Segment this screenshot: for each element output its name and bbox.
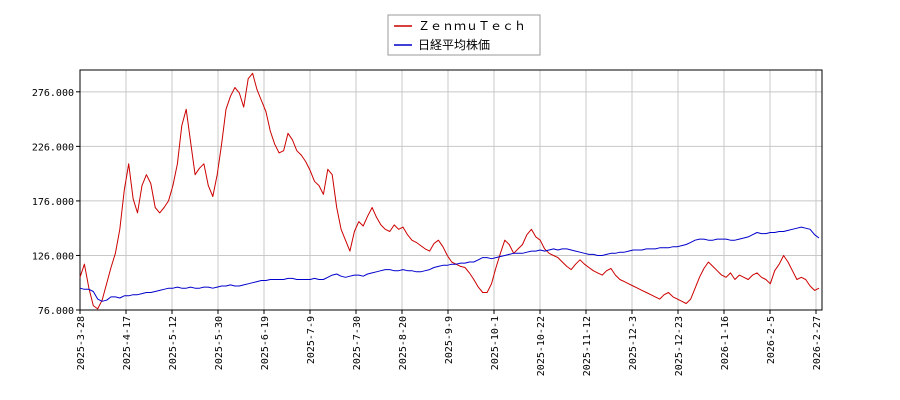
y-tick-label: 76.000 bbox=[38, 306, 74, 317]
y-axis-ticks: 76.000 126.000 176.000 226.000 276.000 bbox=[32, 88, 80, 317]
x-tick-label: 2025-5-12 bbox=[168, 316, 179, 370]
x-tick-label: 2025-12-23 bbox=[674, 316, 685, 376]
x-tick-label: 2025-11-12 bbox=[582, 316, 593, 376]
y-tick-label: 226.000 bbox=[32, 142, 74, 153]
x-tick-label: 2025-9-9 bbox=[444, 316, 455, 364]
x-tick-label: 2025-3-28 bbox=[76, 316, 87, 370]
series-line-zenmutech bbox=[79, 72, 820, 310]
legend-box bbox=[387, 14, 541, 56]
x-tick-label: 2025-4-17 bbox=[122, 316, 133, 370]
plot-area-frame bbox=[79, 69, 823, 311]
y-tick-label: 176.000 bbox=[32, 197, 74, 208]
x-tick-label: 2025-8-20 bbox=[398, 316, 409, 370]
x-tick-label: 2025-12-3 bbox=[628, 316, 639, 370]
y-tick-label: 276.000 bbox=[32, 88, 74, 99]
grid-lines bbox=[79, 70, 822, 311]
legend-label-zenmutech: ＺｅｎｍｕＴｅｃｈ bbox=[418, 19, 526, 33]
legend-label-nikkei: 日経平均株価 bbox=[418, 37, 490, 52]
x-tick-label: 2025-6-19 bbox=[260, 316, 271, 370]
x-tick-label: 2025-5-30 bbox=[214, 316, 225, 370]
series-layer bbox=[79, 72, 820, 310]
x-axis-ticks: 2025-3-28 2025-4-17 2025-5-12 2025-5-30 2025… bbox=[76, 310, 823, 376]
x-tick-label: 2026-2-5 bbox=[766, 316, 777, 364]
x-tick-label: 2025-7-30 bbox=[352, 316, 363, 370]
x-tick-label: 2026-1-16 bbox=[720, 316, 731, 370]
series-line-nikkei bbox=[79, 226, 820, 302]
x-tick-label: 2026-2-27 bbox=[812, 316, 823, 370]
y-tick-label: 126.000 bbox=[32, 251, 74, 262]
x-tick-label: 2025-7-9 bbox=[306, 316, 317, 364]
x-tick-label: 2025-10-22 bbox=[536, 316, 547, 376]
legend: ＺｅｎｍｕＴｅｃｈ 日経平均株価 bbox=[387, 14, 541, 56]
x-tick-label: 2025-10-1 bbox=[490, 316, 501, 370]
